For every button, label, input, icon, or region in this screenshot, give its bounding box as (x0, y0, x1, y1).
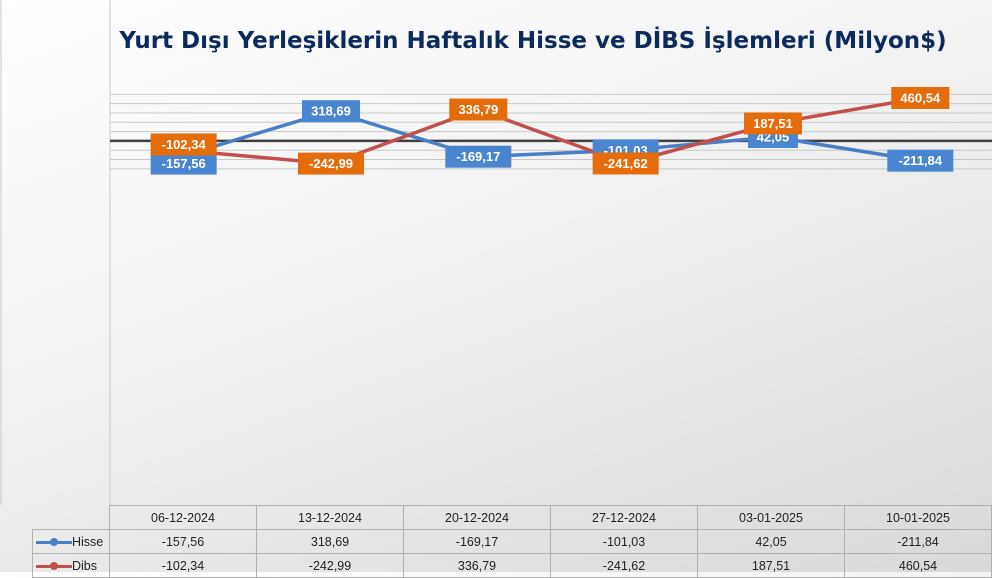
data-label-dibs: 460,54 (891, 86, 950, 109)
legend-dibs: Dibs (32, 553, 110, 578)
table-cell: 187,51 (697, 553, 845, 578)
table-cell: 336,79 (403, 553, 551, 578)
table-row-hisse: Hisse -157,56 318,69 -169,17 -101,03 42,… (32, 529, 992, 554)
category-label: 27-12-2024 (550, 505, 698, 530)
data-label-dibs: 336,79 (449, 98, 508, 121)
category-label: 06-12-2024 (109, 505, 257, 530)
data-label-text: 336,79 (458, 102, 498, 117)
table-cell: 460,54 (844, 553, 992, 578)
table-cell: 42,05 (697, 529, 845, 554)
table-cell: 318,69 (256, 529, 404, 554)
data-label-text: -157,56 (162, 156, 206, 171)
table-cell: -169,17 (403, 529, 551, 554)
data-label-dibs: 187,51 (743, 112, 802, 135)
data-label-dibs: -241,62 (592, 152, 659, 175)
data-label-hisse: -169,17 (445, 145, 512, 168)
table-cell: -102,34 (109, 553, 257, 578)
table-row-dibs: Dibs -102,34 -242,99 336,79 -241,62 187,… (32, 553, 992, 578)
legend-dot (50, 562, 58, 571)
data-label-box (297, 152, 364, 175)
data-label-dibs: -102,34 (150, 133, 217, 156)
table-cell: -211,84 (844, 529, 992, 554)
data-label-box (449, 98, 508, 121)
legend-hisse-label: Hisse (72, 534, 104, 549)
data-label-box (150, 152, 217, 175)
data-table: 06-12-2024 13-12-2024 20-12-2024 27-12-2… (32, 505, 992, 578)
category-label: 10-01-2025 (844, 505, 992, 530)
table-cell: -242,99 (256, 553, 404, 578)
chart-title: Yurt Dışı Yerleşiklerin Haftalık Hisse v… (119, 28, 947, 54)
data-label-hisse: 318,69 (301, 100, 360, 123)
legend-hisse-marker (36, 537, 72, 547)
table-corner (33, 506, 110, 530)
category-label: 03-01-2025 (697, 505, 845, 530)
category-label: 13-12-2024 (256, 505, 404, 530)
legend-dibs-label: Dibs (72, 558, 98, 573)
data-label-text: -211,84 (899, 153, 943, 168)
data-label-text: -242,99 (309, 156, 353, 171)
data-label-box (743, 112, 802, 135)
data-label-text: -241,62 (604, 156, 648, 171)
data-label-box (891, 86, 950, 109)
data-label-box (592, 152, 659, 175)
data-label-box (150, 133, 217, 156)
data-label-box (301, 100, 360, 123)
table-cell: -157,56 (109, 529, 257, 554)
data-label-hisse: -157,56 (150, 152, 217, 175)
table-cell: -101,03 (550, 529, 698, 554)
category-label: 20-12-2024 (403, 505, 551, 530)
data-label-box (887, 149, 954, 172)
table-header-row: 06-12-2024 13-12-2024 20-12-2024 27-12-2… (33, 505, 992, 530)
data-label-box (445, 145, 512, 168)
data-label-text: -169,17 (456, 149, 500, 164)
data-label-text: 318,69 (311, 104, 351, 119)
table-cell: -241,62 (550, 553, 698, 578)
gridlines (0, 0, 992, 505)
data-label-text: -102,34 (162, 137, 207, 152)
legend-hisse: Hisse (32, 529, 110, 554)
series-lines (181, 96, 923, 166)
data-label-dibs: -242,99 (297, 152, 364, 175)
data-label-text: 460,54 (900, 90, 941, 105)
data-label-hisse: -211,84 (887, 149, 954, 172)
legend-dibs-marker (36, 561, 72, 571)
data-label-text: 187,51 (753, 116, 793, 131)
legend-dot (50, 538, 58, 547)
